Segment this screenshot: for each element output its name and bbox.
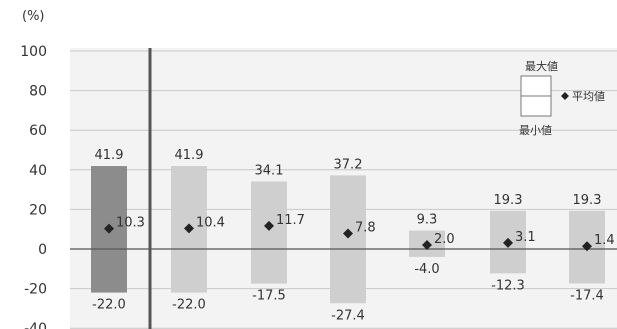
average-marker — [343, 228, 353, 239]
y-tick-label: 20 — [29, 202, 47, 218]
legend: 最大値 平均値 最小値 — [519, 59, 605, 137]
legend-box-bottom — [520, 95, 552, 117]
average-marker — [582, 241, 592, 252]
max-value-label: 19.3 — [494, 193, 523, 208]
value-labels: 41.9 -22.0 10.3 41.9 -22.0 10.4 34.1 -17.5 11.7 3… — [92, 148, 615, 323]
average-marker — [422, 240, 432, 251]
legend-avg-marker — [561, 92, 569, 100]
y-tick-label: 40 — [29, 163, 47, 179]
avg-value-label: 1.4 — [594, 233, 615, 248]
avg-value-label: 7.8 — [355, 221, 376, 236]
min-value-label: -17.5 — [252, 289, 286, 304]
max-value-label: 19.3 — [573, 193, 602, 208]
y-tick-label: -40 — [24, 321, 47, 329]
average-marker — [264, 220, 274, 231]
y-tick-label: -20 — [24, 282, 47, 298]
min-value-label: -4.0 — [414, 262, 439, 277]
min-value-label: -22.0 — [92, 298, 126, 313]
max-value-label: 34.1 — [255, 163, 284, 178]
y-tick-label: 100 — [20, 44, 47, 60]
avg-value-label: 3.1 — [515, 230, 536, 245]
legend-avg-label: 平均値 — [572, 90, 605, 103]
range-bar — [330, 175, 366, 304]
max-value-label: 41.9 — [175, 148, 204, 163]
average-markers — [104, 220, 592, 252]
max-value-label: 9.3 — [417, 213, 438, 228]
avg-value-label: 2.0 — [434, 232, 455, 247]
average-marker — [503, 237, 513, 248]
min-value-label: -22.0 — [172, 298, 206, 313]
y-unit-label: (%) — [22, 9, 45, 24]
legend-max-label: 最大値 — [525, 59, 558, 73]
min-value-label: -17.4 — [570, 288, 604, 303]
y-tick-label: 80 — [29, 84, 47, 100]
avg-value-label: 10.4 — [196, 215, 225, 230]
max-value-label: 41.9 — [95, 148, 124, 163]
average-marker — [104, 223, 114, 234]
y-tick-label: 0 — [38, 242, 47, 258]
min-value-label: -27.4 — [331, 308, 365, 323]
average-marker — [184, 223, 194, 234]
legend-min-label: 最小値 — [519, 124, 552, 137]
y-axis: 100 80 60 40 20 0 -20 -40 — [20, 44, 47, 329]
avg-value-label: 10.3 — [116, 216, 145, 231]
y-tick-label: 60 — [29, 123, 47, 139]
avg-value-label: 11.7 — [276, 213, 305, 228]
min-value-label: -12.3 — [491, 278, 525, 293]
legend-box-top — [520, 75, 552, 97]
max-value-label: 37.2 — [334, 157, 363, 172]
range-bar — [251, 181, 287, 284]
